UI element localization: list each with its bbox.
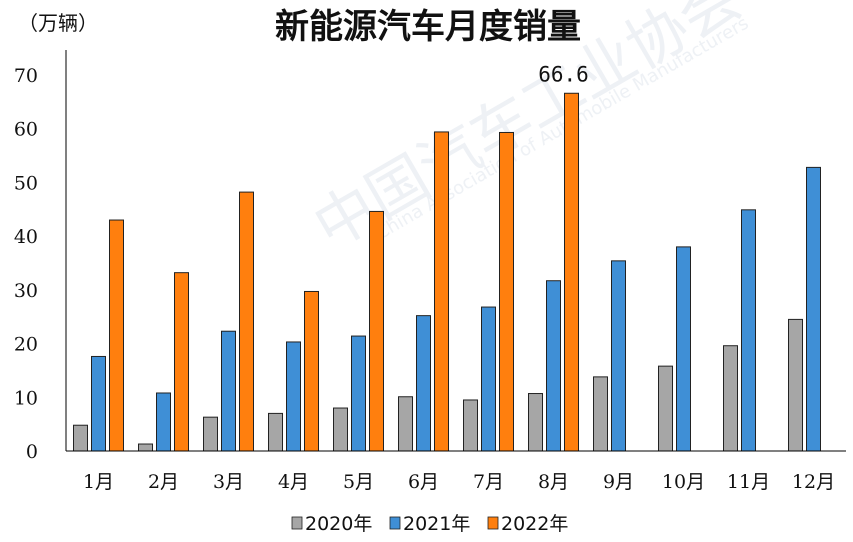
- bar-2022年-6月: [434, 131, 449, 452]
- bar-2021年-1月: [91, 355, 106, 452]
- bar-2021年-4月: [286, 341, 301, 452]
- legend-swatch: [487, 516, 499, 530]
- x-tick-label: 8月: [538, 471, 569, 493]
- bar-2021年-8月: [546, 280, 561, 452]
- legend-swatch: [291, 516, 303, 530]
- bar-2021年-9月: [611, 260, 626, 452]
- bar-2020年-1月: [73, 424, 88, 452]
- x-tick-label: 5月: [343, 471, 374, 493]
- x-tick-label: 7月: [473, 471, 504, 493]
- legend: 2020年 2021年 2022年: [291, 513, 568, 535]
- bar-2020年-6月: [398, 396, 413, 452]
- bar-2020年-7月: [463, 399, 478, 452]
- x-tick-label: 12月: [792, 471, 835, 493]
- bar-2020年-9月: [593, 376, 608, 452]
- chart-title: 新能源汽车月度销量: [275, 7, 581, 47]
- legend-label: 2022年: [501, 513, 568, 535]
- y-tick-label: 30: [14, 280, 38, 302]
- bar-2021年-10月: [676, 246, 691, 452]
- x-tick-label: 3月: [213, 471, 244, 493]
- data-label: 66.6: [538, 62, 589, 86]
- annotations: 66.6: [538, 62, 589, 86]
- y-tick-label: 60: [14, 119, 38, 141]
- bar-2020年-3月: [203, 416, 218, 452]
- y-tick-label: 70: [14, 65, 38, 87]
- y-axis-unit-label: （万辆）: [18, 11, 98, 35]
- x-tick-label: 11月: [727, 471, 770, 493]
- bar-2022年-8月: [564, 92, 579, 452]
- x-tick-label: 4月: [278, 471, 309, 493]
- x-tick-label: 1月: [83, 471, 114, 493]
- bar-2022年-7月: [499, 131, 514, 452]
- x-axis-ticks: 1月 2月 3月 4月 5月 6月 7月 8月 9月 10月 11月 12月: [83, 471, 835, 493]
- bar-2022年-5月: [369, 210, 384, 452]
- y-tick-label: 20: [14, 334, 38, 356]
- y-tick-label: 0: [26, 441, 38, 463]
- bar-2022年-4月: [304, 290, 319, 452]
- x-tick-label: 9月: [603, 471, 634, 493]
- y-tick-label: 10: [14, 387, 38, 409]
- bar-2020年-12月: [788, 318, 803, 452]
- y-tick-label: 40: [14, 226, 38, 248]
- legend-label: 2020年: [305, 513, 372, 535]
- bar-2020年-10月: [658, 365, 673, 452]
- bar-2021年-7月: [481, 306, 496, 452]
- bar-2021年-3月: [221, 330, 236, 452]
- bars: [73, 92, 821, 452]
- bar-2021年-2月: [156, 392, 171, 452]
- x-tick-label: 10月: [662, 471, 705, 493]
- bar-2022年-2月: [174, 272, 189, 452]
- bar-2021年-12月: [806, 166, 821, 452]
- y-tick-label: 50: [14, 172, 38, 194]
- bar-2021年-6月: [416, 315, 431, 452]
- legend-swatch: [389, 516, 401, 530]
- bar-2020年-8月: [528, 393, 543, 452]
- x-tick-label: 6月: [408, 471, 439, 493]
- bar-2020年-2月: [138, 443, 153, 452]
- y-axis-ticks: 0 10 20 30 40 50 60 70: [14, 65, 38, 463]
- bar-2021年-5月: [351, 335, 366, 452]
- legend-label: 2021年: [403, 513, 470, 535]
- bar-2021年-11月: [741, 209, 756, 452]
- bar-2020年-4月: [268, 412, 283, 452]
- bar-2022年-1月: [109, 219, 124, 452]
- bar-2022年-3月: [239, 191, 254, 452]
- bar-2020年-11月: [723, 345, 738, 452]
- x-tick-label: 2月: [148, 471, 179, 493]
- bar-2020年-5月: [333, 407, 348, 452]
